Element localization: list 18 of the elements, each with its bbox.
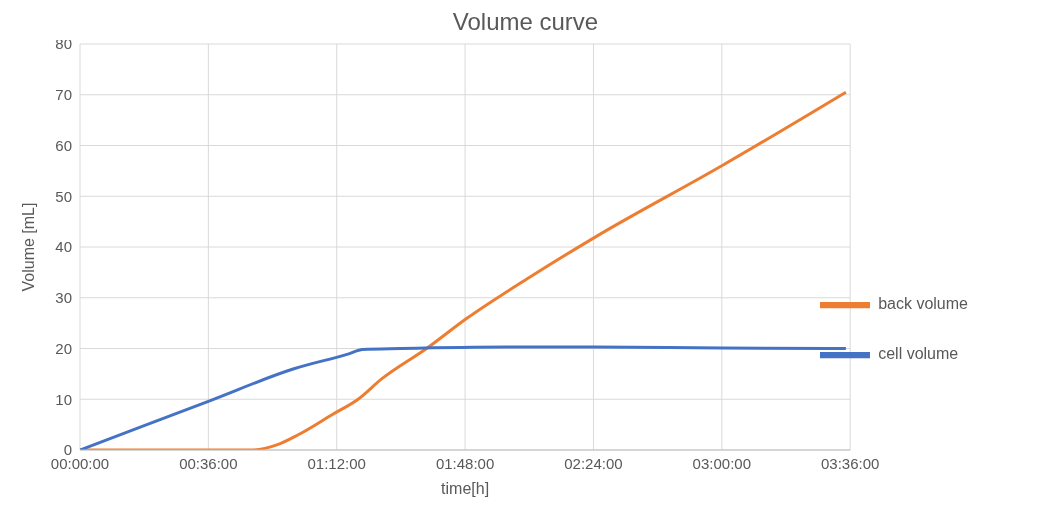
- legend-label: cell volume: [878, 345, 959, 363]
- x-tick-label: 02:24:00: [564, 454, 623, 472]
- x-axis-title: time[h]: [441, 480, 490, 497]
- x-tick-label: 03:00:00: [692, 454, 752, 472]
- x-tick-label: 01:12:00: [307, 454, 366, 472]
- y-tick-label: 40: [55, 238, 72, 256]
- y-tick-label: 60: [55, 136, 72, 154]
- x-tick-label: 03:36:00: [820, 454, 880, 472]
- legend-label: back volume: [878, 295, 968, 313]
- y-tick-label: 30: [55, 289, 72, 307]
- y-tick-label: 20: [55, 339, 72, 357]
- y-tick-label: 50: [55, 187, 72, 205]
- y-tick-label: 70: [55, 86, 72, 104]
- x-tick-label: 01:48:00: [435, 454, 495, 472]
- y-tick-label: 10: [55, 390, 72, 408]
- chart-title: Volume curve: [452, 8, 599, 35]
- x-tick-label: 00:36:00: [179, 454, 238, 472]
- y-axis-title: Volume [mL]: [19, 202, 37, 292]
